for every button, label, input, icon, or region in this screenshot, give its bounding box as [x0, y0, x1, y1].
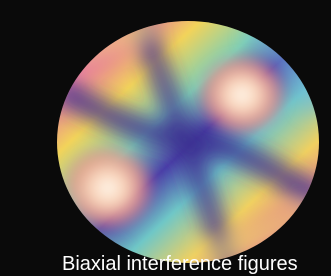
page: Biaxial interference figures (() => { co… — [0, 0, 331, 276]
bright-lobe — [194, 51, 290, 139]
image: Biaxial interference figures — [0, 0, 331, 276]
caption: Biaxial interference figures — [62, 253, 298, 275]
